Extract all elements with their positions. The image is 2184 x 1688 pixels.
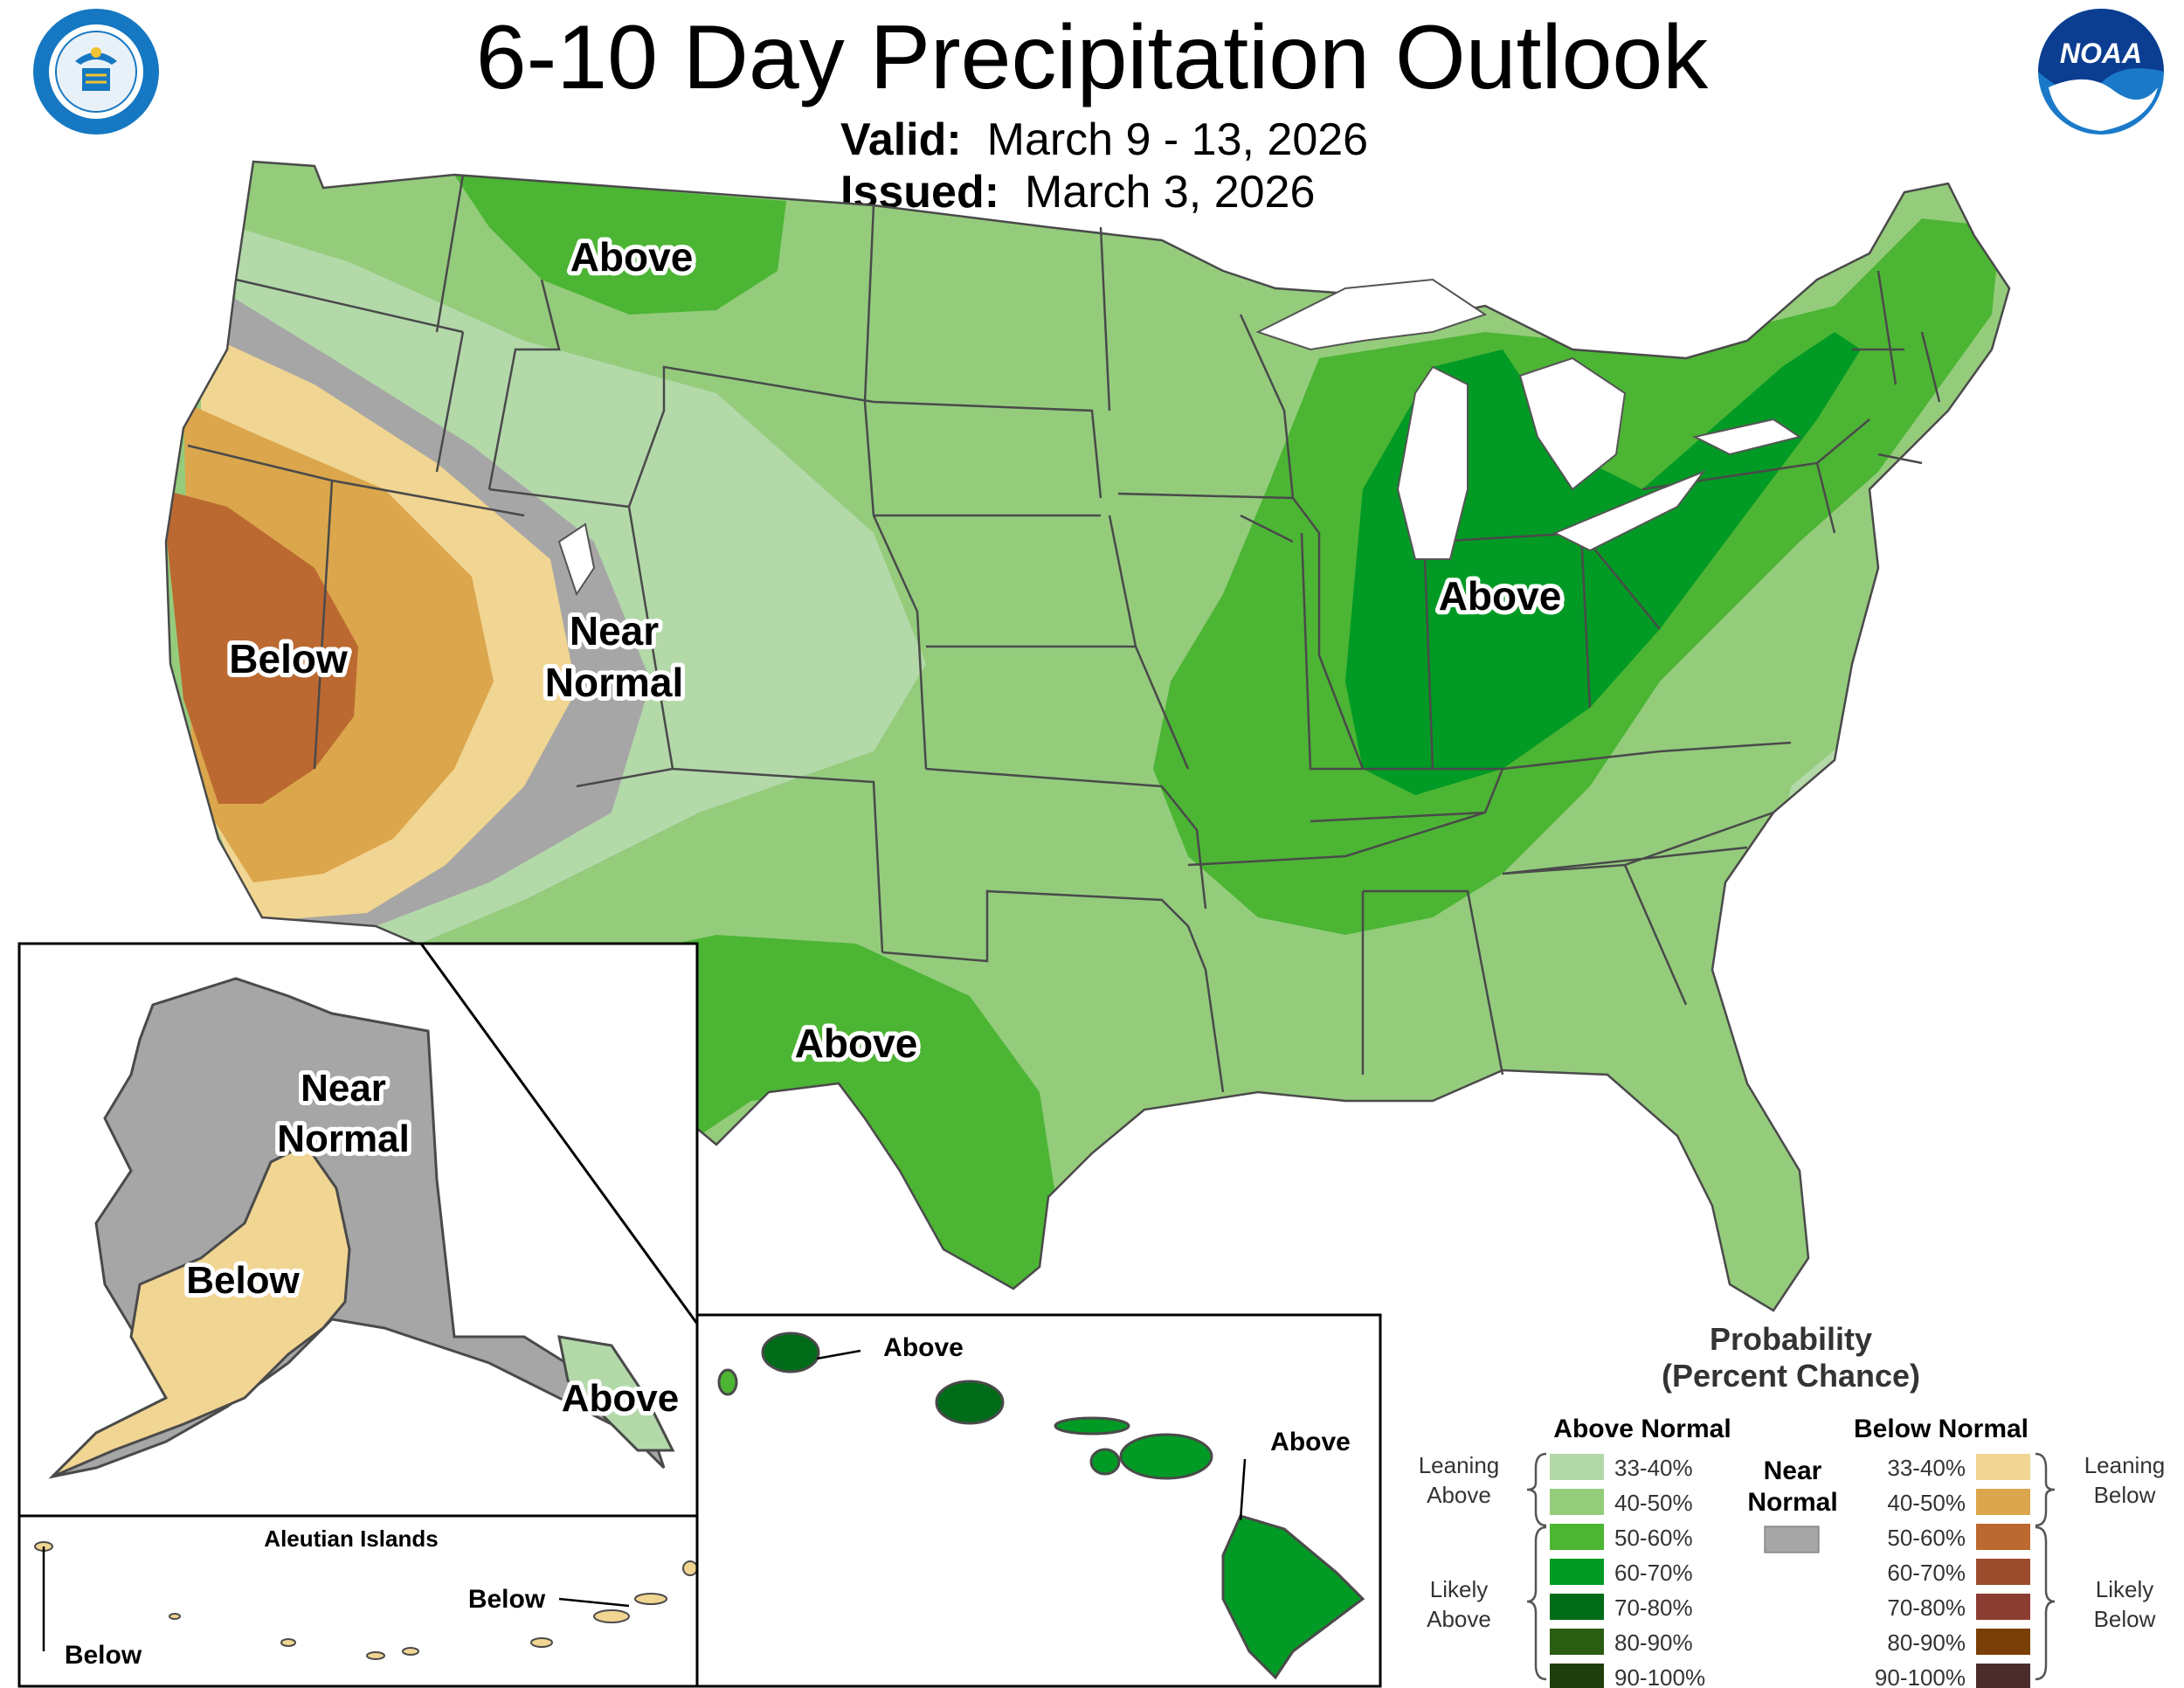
legend-below-label-2: 50-60% [1887,1525,1966,1551]
island-molokai [1054,1416,1130,1435]
legend: Probability (Percent Chance) Above Norma… [1419,1321,2166,1688]
great-salt-lake [557,522,596,597]
legend-below-swatch-3 [1976,1559,2030,1585]
legend-above-swatch-4 [1550,1594,1604,1620]
label-above-northwest: Above [570,234,694,280]
aleutian-label-below-west: Below [65,1641,142,1670]
legend-above-swatch-2 [1550,1524,1604,1550]
legend-near-header-line2: Normal [1747,1488,1837,1517]
legend-above-label-4: 70-80% [1614,1595,1693,1621]
region-below-50-60 [166,489,358,804]
label-near-normal-line1: Near [570,608,659,654]
island-maui [1119,1433,1213,1480]
legend-near-swatch [1764,1525,1820,1553]
aleutian-title: Aleutian Islands [264,1525,438,1552]
aleutian-label-below-east: Below [468,1585,546,1614]
legend-braces [1526,1452,2056,1681]
valid-label: Valid: [840,114,962,165]
legend-below-swatch-4 [1976,1594,2030,1620]
issued-date: March 3, 2026 [1024,167,1316,218]
lake-erie [1552,469,1706,552]
legend-likely-below-line2: Below [2094,1606,2156,1632]
legend-leaning-above-line2: Above [1427,1482,1491,1508]
label-above-southwest: Above [795,1020,918,1066]
valid-line: Valid: March 9 - 13, 2026 [840,114,1368,166]
lake-huron [1518,356,1627,491]
noaa-logo-text: NOAA [2060,38,2142,69]
page-title: 6-10 Day Precipitation Outlook [475,7,1709,108]
valid-dates: March 9 - 13, 2026 [986,114,1369,165]
alaska-label-near-line1: Near [301,1067,386,1110]
alaska-below-area [51,1143,351,1478]
legend-near-header-line1: Near [1764,1456,1822,1485]
legend-below-swatch-5 [1976,1629,2030,1655]
legend-above-label-2: 50-60% [1614,1525,1693,1551]
aleutian-islands-shapes [34,1541,698,1660]
commerce-seal-logo [33,9,159,135]
noaa-logo: NOAA [2038,9,2164,135]
island-hawaii [1221,1514,1365,1680]
legend-leaning-above-line1: Leaning [1419,1452,1500,1478]
legend-above-label-1: 40-50% [1614,1490,1693,1516]
alaska-label-near-line2: Normal [277,1117,410,1160]
legend-above-label-3: 60-70% [1614,1560,1693,1586]
legend-above-swatch-0 [1550,1454,1604,1480]
hawaii-islands [717,1332,1365,1680]
legend-likely-above-line1: Likely [1430,1576,1488,1602]
legend-below-swatch-2 [1976,1524,2030,1550]
legend-below-label-4: 70-80% [1887,1595,1966,1621]
legend-likely-below-line1: Likely [2096,1576,2153,1602]
legend-below-swatch-0 [1976,1454,2030,1480]
legend-below-swatch-1 [1976,1489,2030,1515]
alaska-label-above: Above [562,1377,679,1420]
label-above-ohio-valley: Above [1439,573,1562,619]
great-lakes [557,278,1802,597]
legend-above-label-5: 80-90% [1614,1629,1693,1656]
label-below-california: Below [229,636,348,681]
legend-above-swatch-5 [1550,1629,1604,1655]
legend-title-line2: (Percent Chance) [1662,1358,1920,1394]
legend-likely-above-line2: Above [1427,1606,1491,1632]
legend-above-swatch-1 [1550,1489,1604,1515]
alaska-inset: Near Normal Below Above [17,942,699,1518]
island-lanai [1089,1448,1121,1476]
legend-leaning-below-line2: Below [2094,1482,2156,1508]
legend-below-header: Below Normal [1854,1415,2028,1443]
lake-ontario [1692,418,1802,456]
hawaii-label-above-big-island: Above [1270,1428,1351,1456]
legend-title-line1: Probability [1710,1321,1872,1357]
legend-below-rows: 33-40% 40-50% 50-60% 60-70% 70-80% 80-90% 90-1… [1875,1454,2030,1688]
legend-below-label-1: 40-50% [1887,1490,1966,1516]
hawaii-inset: Above Above [695,1313,1382,1688]
legend-below-swatch-6 [1976,1664,2030,1688]
island-oahu [935,1380,1005,1425]
island-niihau [717,1368,738,1396]
alaska-above-panhandle [557,1335,675,1452]
hawaii-label-above-kauai: Above [883,1333,964,1362]
legend-below-label-5: 80-90% [1887,1629,1966,1656]
region-above-northwest [454,175,786,315]
legend-above-label-0: 33-40% [1614,1455,1693,1481]
legend-below-label-0: 33-40% [1887,1455,1966,1481]
aleutian-inset: Aleutian Islands Below Below [17,1514,699,1688]
legend-below-label-3: 60-70% [1887,1560,1966,1586]
lake-michigan [1396,365,1469,560]
legend-above-swatch-3 [1550,1559,1604,1585]
legend-above-header: Above Normal [1553,1415,1731,1443]
legend-above-rows: 33-40% 40-50% 50-60% 60-70% 70-80% 80-90% 90-1… [1550,1454,1705,1688]
legend-leaning-below-line1: Leaning [2084,1452,2166,1478]
label-near-normal-line2: Normal [545,660,683,705]
island-kauai [761,1332,820,1373]
alaska-label-below: Below [186,1259,300,1302]
lake-superior [1255,278,1488,351]
legend-above-label-6: 90-100% [1614,1664,1705,1688]
legend-below-label-6: 90-100% [1875,1664,1966,1688]
legend-above-swatch-6 [1550,1664,1604,1688]
